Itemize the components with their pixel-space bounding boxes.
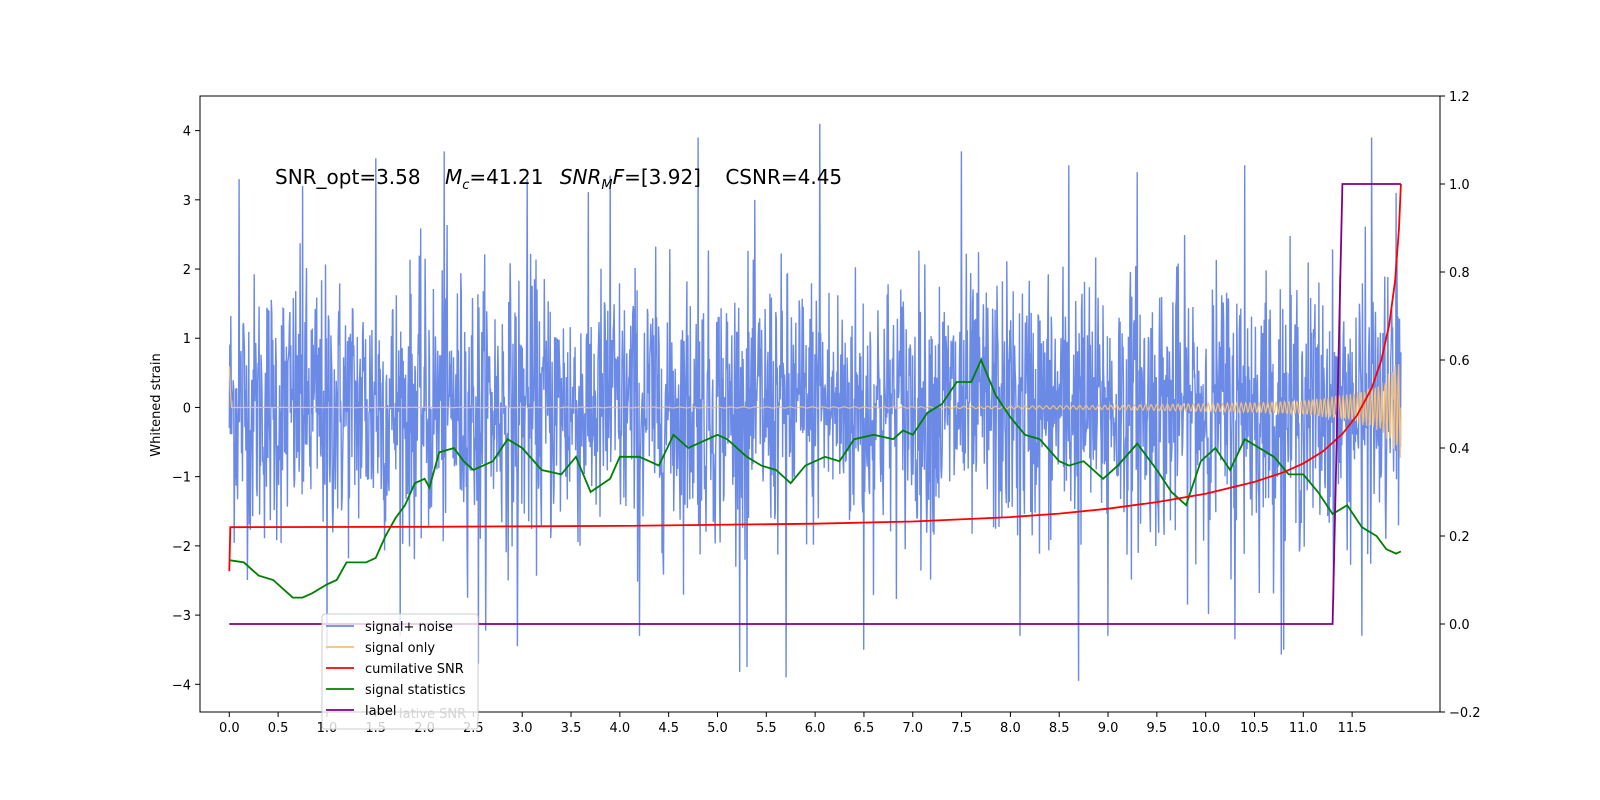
- snr-annotation: SNR_opt=3.58 Mc=41.21 SNRMF=[3.92] CSNR=…: [275, 165, 842, 193]
- legend-label: signal statistics: [365, 683, 466, 698]
- x-tick-label: 7.5: [951, 721, 972, 736]
- legend-label: signal only: [365, 641, 435, 656]
- snrmf-tail: F: [613, 165, 625, 189]
- x-tick-label: 3.5: [561, 721, 582, 736]
- y-axis-right: −0.2 0.0 0.2 0.4 0.6 0.8 1.0 1.2: [1440, 90, 1481, 721]
- x-tick-label: 10.5: [1240, 721, 1269, 736]
- snrmf-symbol: SNR: [560, 165, 602, 189]
- y-right-tick-label: 0.2: [1449, 530, 1470, 545]
- y-left-tick-label: 0: [183, 401, 191, 416]
- y-left-tick-label: 4: [183, 125, 191, 140]
- y-right-tick-label: 0.8: [1449, 266, 1470, 281]
- y-right-tick-label: 0.6: [1449, 354, 1470, 369]
- csnr-text: CSNR=4.45: [725, 165, 842, 189]
- x-tick-label: 0.5: [268, 721, 289, 736]
- series-cumilative-SNR: [228, 183, 1402, 572]
- x-tick-label: 4.0: [609, 721, 630, 736]
- legend-ghost-text: lative SNR: [399, 707, 466, 722]
- mc-value: =41.21: [469, 165, 543, 189]
- series-layer: [228, 123, 1402, 681]
- x-tick-label: 6.5: [854, 721, 875, 736]
- x-tick-label: 5.5: [756, 721, 777, 736]
- x-tick-label: 8.0: [1000, 721, 1021, 736]
- y-right-tick-label: 0.0: [1449, 618, 1470, 633]
- y-right-tick-label: 1.2: [1449, 90, 1470, 105]
- y-axis-left: −4 −3 −2 −1 0 1 2 3 4: [172, 125, 200, 693]
- y-left-tick-label: 1: [183, 332, 191, 347]
- mc-subscript: c: [462, 178, 469, 193]
- y-left-tick-label: 2: [183, 263, 191, 278]
- snrmf-value: =[3.92]: [624, 165, 701, 189]
- x-tick-label: 11.0: [1289, 721, 1318, 736]
- series-signal-statistics: [229, 357, 1402, 599]
- series-label: [229, 183, 1401, 625]
- y-right-tick-label: 1.0: [1449, 178, 1470, 193]
- legend-box: [321, 613, 479, 730]
- legend-label: label: [365, 704, 396, 719]
- y-axis-label: Whitened strain: [149, 353, 164, 456]
- plot-frame: [199, 95, 1441, 713]
- y-left-tick-label: −1: [172, 471, 191, 486]
- series-signal-noise: [228, 123, 1402, 681]
- x-tick-label: 9.5: [1147, 721, 1168, 736]
- x-tick-label: 7.0: [902, 721, 923, 736]
- y-left-tick-label: −3: [172, 609, 191, 624]
- legend: lative SNR signal+ noise signal only cumila…: [321, 613, 479, 730]
- x-tick-label: 6.0: [805, 721, 826, 736]
- series-signal-only: [228, 364, 1402, 458]
- y-left-tick-label: −4: [172, 678, 191, 693]
- x-tick-label: 10.0: [1191, 721, 1220, 736]
- x-tick-label: 11.5: [1338, 721, 1367, 736]
- y-right-tick-label: 0.4: [1449, 442, 1470, 457]
- x-tick-label: 4.5: [658, 721, 679, 736]
- x-tick-label: 9.0: [1098, 721, 1119, 736]
- x-tick-label: 3.0: [512, 721, 533, 736]
- snr-opt-text: SNR_opt=3.58: [275, 165, 421, 189]
- snrmf-subscript: M: [601, 178, 612, 193]
- x-tick-label: 5.0: [707, 721, 728, 736]
- y-left-tick-label: 3: [183, 194, 191, 209]
- legend-label: signal+ noise: [365, 620, 453, 635]
- mc-symbol: M: [445, 165, 462, 189]
- y-right-tick-label: −0.2: [1449, 706, 1481, 721]
- x-tick-label: 8.5: [1049, 721, 1070, 736]
- legend-label: cumilative SNR: [365, 662, 464, 677]
- x-tick-label: 0.0: [219, 721, 240, 736]
- y-left-tick-label: −2: [172, 540, 191, 555]
